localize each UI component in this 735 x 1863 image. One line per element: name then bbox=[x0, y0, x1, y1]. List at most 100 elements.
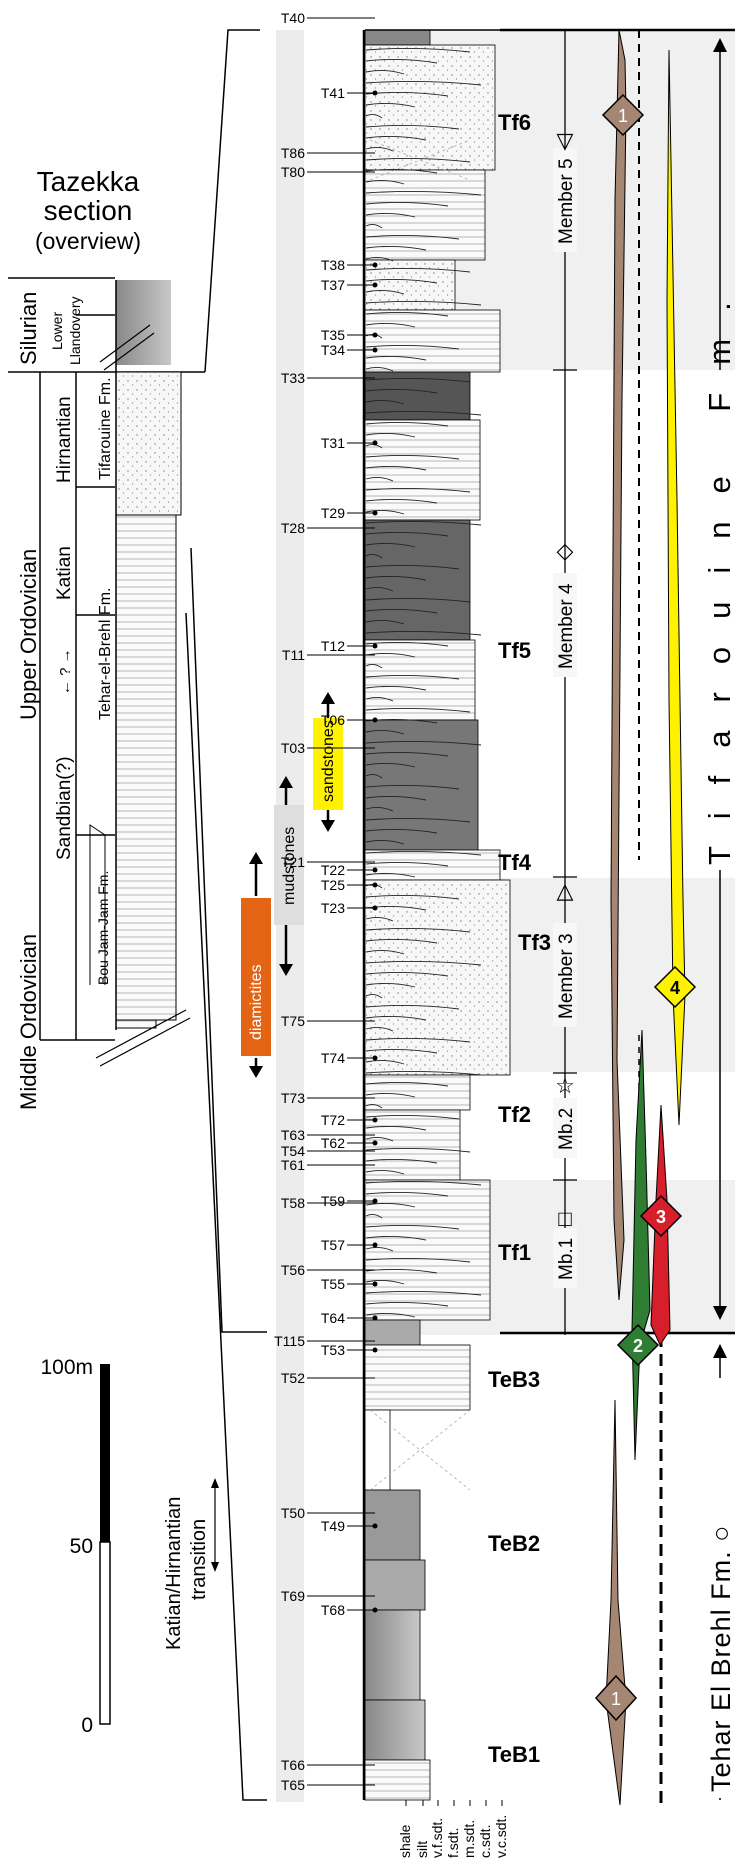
bedding-line bbox=[365, 938, 438, 944]
sample-label: T52 bbox=[281, 1370, 305, 1386]
bedding-line bbox=[365, 1125, 427, 1131]
bedding-line bbox=[365, 960, 482, 966]
unit-label-tf3: Tf3 bbox=[518, 930, 551, 955]
sandstones-label: sandstones bbox=[320, 720, 337, 802]
bedding-line bbox=[365, 168, 438, 174]
bedding-line bbox=[365, 432, 416, 438]
sample-label: T37 bbox=[321, 277, 345, 293]
bedding-line bbox=[365, 1290, 482, 1296]
bedding-line bbox=[365, 421, 449, 427]
bedding-line bbox=[365, 256, 394, 262]
sample-dot bbox=[372, 905, 378, 911]
sample-label: T73 bbox=[281, 1090, 305, 1106]
bedding-line bbox=[365, 1015, 427, 1021]
bedding-line bbox=[365, 1312, 416, 1318]
sample-label: T40 bbox=[281, 10, 305, 26]
bedding-line bbox=[365, 1301, 449, 1307]
unit-label-tf2: Tf2 bbox=[498, 1102, 531, 1127]
bedding-line bbox=[365, 377, 471, 383]
bedding-line bbox=[365, 157, 471, 163]
bedding-line bbox=[365, 674, 460, 680]
bedding-line bbox=[365, 509, 405, 515]
sample-label: T80 bbox=[281, 164, 305, 180]
bedding-line bbox=[365, 1224, 460, 1230]
member-label-bg bbox=[553, 148, 577, 252]
scale-mid-label: 50 bbox=[70, 1535, 93, 1558]
bedding-line bbox=[365, 916, 394, 922]
stage-lower: Lower bbox=[49, 312, 65, 350]
transition-label-1: Katian/Hirnantian bbox=[163, 1497, 185, 1650]
log-bed bbox=[364, 309, 501, 373]
bedding-line bbox=[365, 663, 383, 669]
sample-dot bbox=[372, 262, 378, 268]
bedding-line bbox=[365, 641, 449, 647]
member-label-bg bbox=[553, 923, 577, 1027]
sample-label: T50 bbox=[281, 1505, 305, 1521]
unit-label-tf1: Tf1 bbox=[498, 1240, 531, 1265]
bedding-line bbox=[365, 1070, 482, 1076]
bedding-line bbox=[365, 1081, 449, 1087]
sample-label: T58 bbox=[281, 1195, 305, 1211]
member-label: Mb.1 bbox=[556, 1238, 577, 1280]
svg-text:4: 4 bbox=[670, 978, 680, 998]
bedding-line bbox=[365, 861, 449, 867]
sample-label: T35 bbox=[321, 327, 345, 343]
bedding-line bbox=[365, 289, 405, 295]
bedding-line bbox=[365, 795, 427, 801]
sample-dot bbox=[372, 440, 378, 446]
log-bed bbox=[364, 29, 431, 46]
bedding-line bbox=[365, 652, 416, 658]
log-bed bbox=[364, 44, 496, 171]
sample-dot bbox=[372, 1140, 378, 1146]
bedding-line bbox=[365, 927, 471, 933]
sample-label: T63 bbox=[281, 1127, 305, 1143]
sample-label: T11 bbox=[282, 647, 305, 663]
bedding-line bbox=[365, 1136, 394, 1142]
sample-dot bbox=[372, 1523, 378, 1529]
bedding-line bbox=[365, 80, 482, 86]
bedding-line bbox=[365, 355, 427, 361]
member-symbol: ☆ bbox=[555, 1073, 575, 1098]
log-bed bbox=[364, 419, 481, 521]
sample-label: T61 bbox=[281, 1157, 305, 1173]
bedding-line bbox=[365, 839, 405, 845]
member-label-bg bbox=[553, 573, 577, 677]
bedding-line bbox=[365, 1279, 405, 1285]
sample-dot bbox=[372, 282, 378, 288]
katian-uncertain-arrows: ← ? → bbox=[57, 648, 74, 695]
bedding-line bbox=[365, 1213, 383, 1219]
svg-text:1: 1 bbox=[611, 1689, 621, 1709]
bedding-line bbox=[365, 1103, 383, 1109]
member-symbol: △ bbox=[557, 878, 574, 903]
sample-label: T115 bbox=[274, 1333, 305, 1349]
bedding-line bbox=[365, 344, 460, 350]
sample-label: T57 bbox=[321, 1237, 345, 1253]
bedding-line bbox=[365, 773, 383, 779]
log-bed bbox=[364, 639, 476, 721]
bedding-line bbox=[365, 278, 438, 284]
sample-label: T59 bbox=[321, 1193, 345, 1209]
bedding-line bbox=[365, 300, 482, 306]
bedding-line bbox=[365, 1235, 427, 1241]
sample-label: T69 bbox=[281, 1588, 305, 1604]
sample-label: T12 bbox=[321, 638, 345, 654]
log-bed bbox=[364, 1699, 426, 1761]
log-bed bbox=[364, 169, 486, 261]
bedding-line bbox=[365, 69, 405, 75]
bedding-line bbox=[365, 311, 449, 317]
bedding-line bbox=[365, 751, 449, 757]
bedding-line bbox=[365, 234, 460, 240]
bedding-line bbox=[365, 410, 482, 416]
bedding-line bbox=[365, 1092, 416, 1098]
bedding-line bbox=[365, 465, 427, 471]
stage-katian: Katian bbox=[54, 546, 75, 600]
member-symbol: □ bbox=[558, 1206, 571, 1231]
system-silurian: Silurian bbox=[16, 292, 41, 365]
bedding-line bbox=[365, 707, 471, 713]
bedding-line bbox=[365, 1257, 471, 1263]
unit-labels: Tf6 Tf5 Tf4 Tf3 Tf2 Tf1 TeB3 TeB2 TeB1 bbox=[488, 110, 551, 1767]
sample-label: T68 bbox=[321, 1602, 345, 1618]
overview-title: Tazekka section bbox=[37, 166, 140, 226]
bedding-line bbox=[365, 245, 427, 251]
